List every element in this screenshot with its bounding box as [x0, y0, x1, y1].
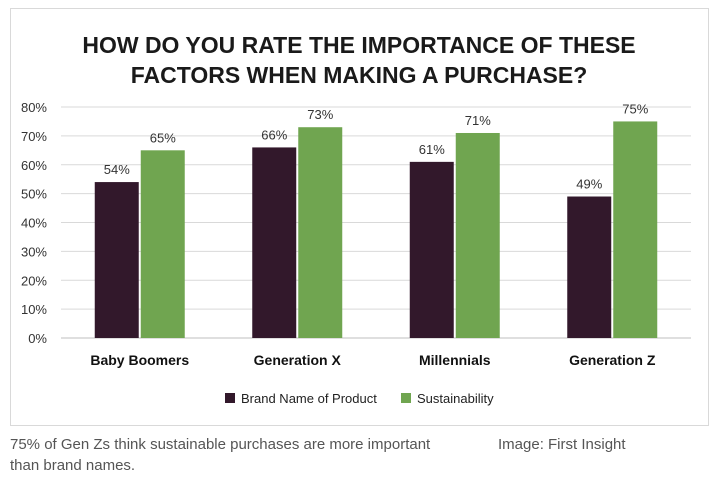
y-tick-label: 0% — [28, 331, 47, 346]
bar-sustainability-3 — [613, 121, 658, 338]
y-tick-label: 80% — [21, 100, 47, 115]
data-label: 75% — [622, 101, 648, 116]
y-tick-label: 10% — [21, 302, 47, 317]
chart: HOW DO YOU RATE THE IMPORTANCE OF THESE … — [21, 32, 691, 406]
y-tick-label: 70% — [21, 129, 47, 144]
y-tick-label: 40% — [21, 216, 47, 231]
image-credit: Image: First Insight — [498, 436, 626, 453]
y-tick-label: 20% — [21, 273, 47, 288]
bar-sustainability-0 — [140, 150, 185, 338]
x-axis-categories: Baby Boomers Generation X Millennials Gener… — [90, 352, 656, 368]
chart-title-line-2: FACTORS WHEN MAKING A PURCHASE? — [131, 62, 588, 88]
bar-brand-3 — [567, 196, 612, 338]
data-label: 71% — [465, 113, 491, 128]
data-label: 54% — [104, 162, 130, 177]
legend: Brand Name of Product Sustainability — [225, 391, 494, 406]
bar-sustainability-2 — [455, 132, 500, 338]
data-label: 49% — [576, 177, 602, 192]
y-tick-label: 30% — [21, 244, 47, 259]
data-label: 61% — [419, 142, 445, 157]
bar-brand-1 — [252, 147, 297, 338]
category-label: Generation Z — [569, 352, 656, 368]
image-caption: 75% of Gen Zs think sustainable purchase… — [10, 436, 431, 474]
chart-title-line-1: HOW DO YOU RATE THE IMPORTANCE OF THESE — [82, 32, 635, 58]
category-label: Baby Boomers — [90, 352, 189, 368]
category-label: Millennials — [419, 352, 491, 368]
category-label: Generation X — [254, 352, 342, 368]
data-label: 73% — [307, 107, 333, 122]
legend-label: Sustainability — [417, 391, 494, 406]
bar-sustainability-1 — [298, 127, 343, 339]
y-axis-ticks: 0% 10% 20% 30% 40% 50% 60% 70% 80% — [21, 100, 47, 346]
data-label: 66% — [261, 127, 287, 142]
data-label: 65% — [150, 130, 176, 145]
legend-label: Brand Name of Product — [241, 391, 377, 406]
legend-swatch-sustainability — [401, 393, 411, 403]
legend-swatch-brand — [225, 393, 235, 403]
y-tick-label: 60% — [21, 158, 47, 173]
bar-brand-0 — [94, 182, 139, 338]
y-tick-label: 50% — [21, 187, 47, 202]
chart-title: HOW DO YOU RATE THE IMPORTANCE OF THESE … — [82, 32, 635, 88]
chart-frame: HOW DO YOU RATE THE IMPORTANCE OF THESE … — [10, 8, 709, 426]
data-labels: 54% 65% 66% 73% 61% 71% 49% 75% — [104, 101, 649, 191]
bars — [94, 121, 658, 339]
bar-brand-2 — [409, 161, 454, 338]
